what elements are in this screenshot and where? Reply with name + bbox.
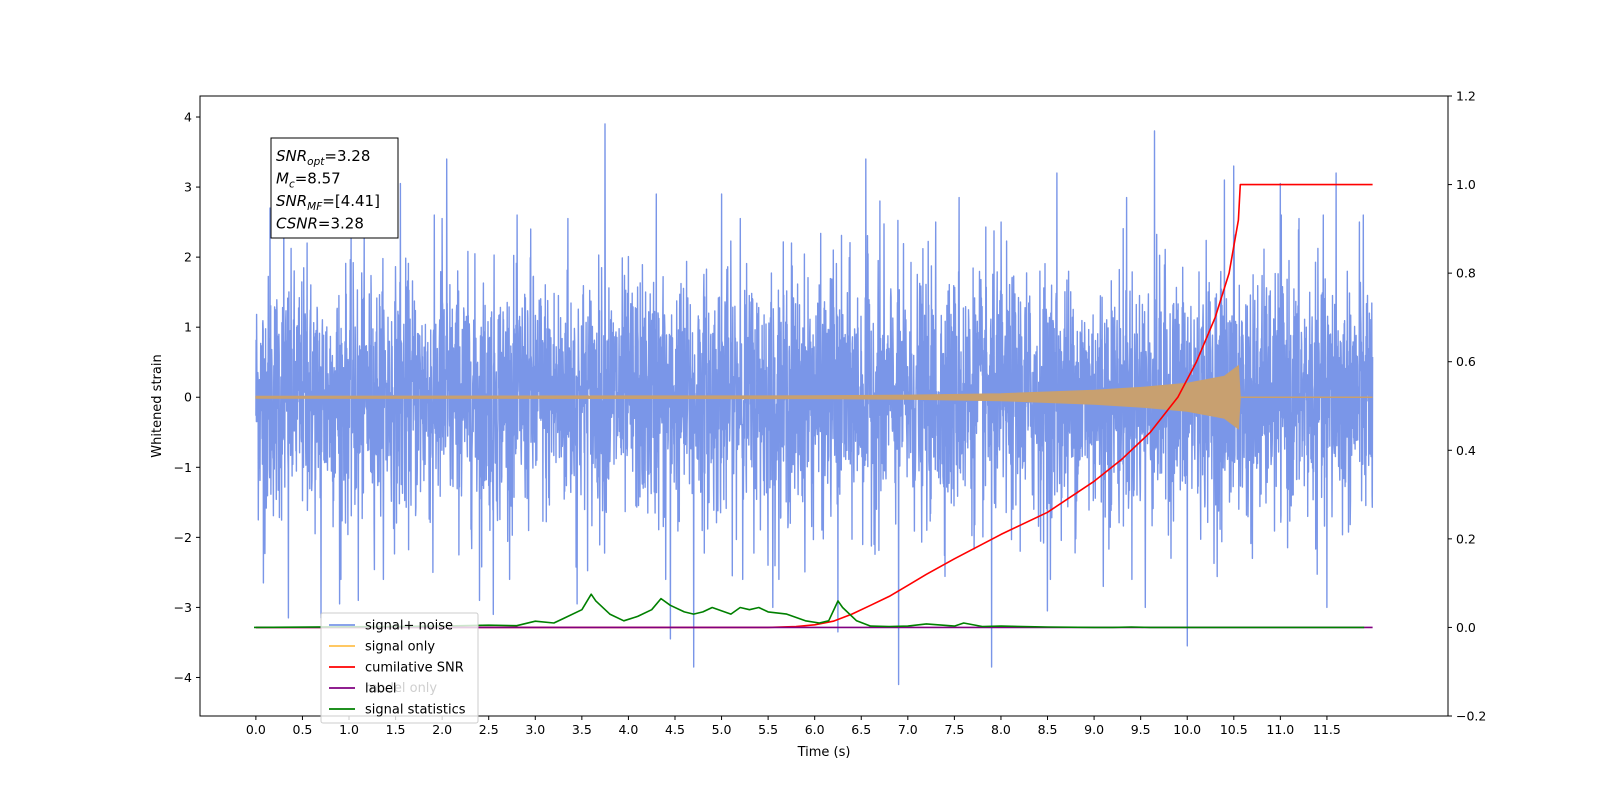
y2-tick-label: −0.2 [1456, 709, 1486, 724]
x-tick-label: 10.0 [1173, 722, 1201, 737]
annotation-value: =3.28 [324, 147, 370, 165]
annotation-line: Mc=8.57 [276, 170, 341, 191]
x-tick-label: 4.0 [618, 722, 638, 737]
x-tick-label: 2.0 [432, 722, 452, 737]
x-tick-label: 11.0 [1266, 722, 1294, 737]
y-tick-label: −1 [174, 460, 192, 475]
x-axis: 0.0 0.5 1.0 1.5 2.0 2.5 3.0 3.5 4.0 4.5 5.0 5.5 6.0 6… [246, 716, 1341, 737]
x-tick-label: 2.5 [479, 722, 499, 737]
x-tick-label: 4.5 [665, 722, 685, 737]
plot-area [253, 123, 1374, 686]
x-tick-label: 1.0 [339, 722, 359, 737]
legend-label: signal+ noise [365, 619, 453, 634]
x-tick-label: 6.0 [805, 722, 825, 737]
y-axis-left: −4 −3 −2 −1 0 1 2 3 4 [174, 110, 200, 685]
y-tick-label: 0 [184, 390, 192, 405]
y2-tick-label: 0.4 [1456, 443, 1476, 458]
legend: model only signal+ noise signal only cumila… [320, 612, 479, 724]
x-tick-label: 8.5 [1038, 722, 1058, 737]
y-tick-label: −3 [174, 600, 192, 615]
x-tick-label: 10.5 [1220, 722, 1248, 737]
plot-frame [199, 95, 1449, 717]
x-tick-label: 0.5 [293, 722, 313, 737]
annotation-subscript: c [289, 179, 295, 191]
y-axis-label: Whitened strain [150, 354, 165, 457]
series-signal-statistics-line [253, 593, 1365, 629]
x-tick-label: 8.0 [991, 722, 1011, 737]
annotation-frame [270, 137, 399, 239]
legend-label: signal statistics [365, 703, 466, 718]
x-tick-label: 9.5 [1131, 722, 1151, 737]
y-tick-label: −4 [174, 670, 192, 685]
annotation-value: =3.28 [318, 215, 364, 233]
annotation-line: CSNR=3.28 [276, 215, 364, 233]
y2-tick-label: 0.2 [1456, 531, 1476, 546]
x-tick-label: 1.5 [386, 722, 406, 737]
annotation-subscript: opt [307, 156, 325, 168]
annotation-value: =[4.41] [322, 192, 380, 210]
x-tick-label: 3.5 [572, 722, 592, 737]
legend-ghost-text: model only [365, 681, 437, 696]
y-tick-label: 1 [184, 320, 192, 335]
x-tick-label: 5.5 [758, 722, 778, 737]
annotation-symbol: SNR [276, 192, 307, 210]
legend-label: signal only [365, 640, 435, 655]
annotation-subscript: MF [307, 201, 323, 213]
y2-tick-label: 0.6 [1456, 354, 1476, 369]
legend-label: cumilative SNR [365, 661, 464, 676]
x-tick-label: 7.0 [898, 722, 918, 737]
annotation-symbol: M [276, 170, 289, 188]
annotation-line: SNRopt=3.28 [276, 147, 370, 168]
y-axis-right: −0.2 0.0 0.2 0.4 0.6 0.8 1.0 1.2 [1448, 89, 1486, 724]
annotation-symbol: SNR [276, 147, 307, 165]
y2-tick-label: 1.0 [1456, 177, 1476, 192]
series-cumulative-snr-line [255, 183, 1373, 629]
x-tick-label: 11.5 [1313, 722, 1341, 737]
x-tick-label: 6.5 [851, 722, 871, 737]
legend-frame [320, 612, 479, 724]
x-tick-label: 0.0 [246, 722, 266, 737]
x-tick-label: 9.0 [1084, 722, 1104, 737]
y2-tick-label: 0.8 [1456, 266, 1476, 281]
annotation-symbol: CSNR [276, 215, 318, 233]
y2-tick-label: 1.2 [1456, 89, 1476, 104]
x-tick-label: 3.0 [525, 722, 545, 737]
y-tick-label: 4 [184, 110, 192, 125]
series-signal-noise-line [255, 123, 1374, 686]
y-tick-label: −2 [174, 530, 192, 545]
x-tick-label: 7.5 [944, 722, 964, 737]
y-tick-label: 2 [184, 250, 192, 265]
annotation-line: SNRMF=[4.41] [276, 192, 380, 213]
x-axis-label: Time (s) [797, 745, 851, 760]
legend-label: label [365, 682, 396, 697]
annotation-value: =8.57 [295, 170, 341, 188]
x-tick-label: 5.0 [712, 722, 732, 737]
y-tick-label: 3 [184, 180, 192, 195]
y2-tick-label: 0.0 [1456, 620, 1476, 635]
